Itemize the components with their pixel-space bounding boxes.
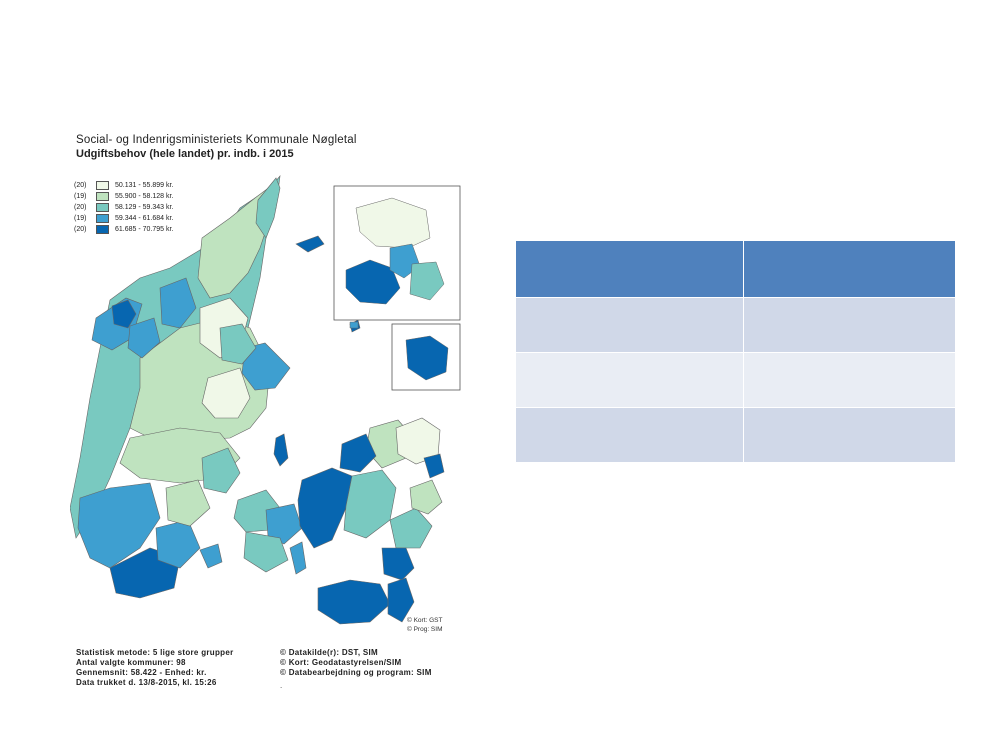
legend-swatch [96, 214, 109, 223]
region-viborg [159, 277, 197, 329]
region-samso [273, 433, 289, 467]
table-cell [743, 297, 956, 353]
region-aarhus [241, 342, 291, 391]
legend-count: (20) [74, 182, 87, 189]
legend-range: 55.900 - 58.128 kr. [115, 193, 174, 200]
table-row [515, 407, 956, 463]
legend-row-1: (20) 50.131 - 55.899 kr. [74, 180, 173, 191]
map-organization: Social- og Indenrigsministeriets Kommuna… [76, 134, 357, 146]
legend-row-4: (19) 59.344 - 61.684 kr. [74, 213, 173, 224]
map-footer-left: Statistisk metode: 5 lige store grupper … [76, 648, 234, 688]
region-kolding [165, 479, 211, 527]
legend-swatch [96, 225, 109, 234]
footer-average: Gennemsnit: 58.422 - Enhed: kr. [76, 668, 207, 677]
choropleth-map-figure: Social- og Indenrigsministeriets Kommuna… [70, 128, 462, 698]
empty-table [515, 240, 956, 463]
region-south-west [77, 482, 161, 569]
region-funen-south [243, 531, 289, 573]
footer-map-source: © Kort: Geodatastyrelsen/SIM [280, 658, 402, 667]
region-jutland-north-tip [255, 177, 281, 239]
map-footer-right: © Datakilde(r): DST, SIM © Kort: Geodata… [280, 648, 432, 678]
table-cell [515, 352, 744, 408]
region-mors [111, 299, 137, 329]
map-title: Udgiftsbehov (hele landet) pr. indb. i 2… [76, 148, 294, 160]
region-zealand-west [297, 467, 353, 549]
footer-count: Antal valgte kommuner: 98 [76, 658, 186, 667]
legend-swatch [96, 192, 109, 201]
legend-range: 59.344 - 61.684 kr. [115, 215, 174, 222]
region-als [199, 543, 223, 569]
region-mon [381, 547, 415, 581]
legend-range: 58.129 - 59.343 kr. [115, 204, 174, 211]
region-zealand-central [343, 469, 397, 539]
legend-swatch [96, 203, 109, 212]
region-anholt [295, 235, 325, 253]
map-legend: (20) 50.131 - 55.899 kr. (19) 55.900 - 5… [74, 180, 173, 235]
region-funen-odense [265, 503, 303, 545]
region-zealand-northwest [339, 433, 377, 473]
inset-bornholm [405, 335, 449, 381]
region-zealand-south [389, 507, 433, 549]
legend-range: 61.685 - 70.795 kr. [115, 226, 174, 233]
region-lolland [317, 579, 391, 625]
island-christiansoe [349, 321, 359, 329]
map-credits: © Kort: GST © Prog: SIM [407, 616, 443, 634]
denmark-map [70, 175, 461, 625]
legend-range: 50.131 - 55.899 kr. [115, 182, 174, 189]
footer-date: Data trukket d. 13/8-2015, kl. 15:26 [76, 678, 217, 687]
table-row [515, 297, 956, 353]
region-vejle-east [201, 447, 241, 494]
table-cell [515, 297, 744, 353]
region-salling [127, 317, 161, 359]
footer-dot: . [280, 681, 283, 690]
legend-row-5: (20) 61.685 - 70.795 kr. [74, 224, 173, 235]
region-copenhagen [423, 453, 445, 479]
table-header-cell [515, 240, 744, 298]
inset-west [345, 259, 401, 305]
region-djursland [219, 323, 257, 365]
program-credit: © Prog: SIM [407, 626, 443, 633]
legend-count: (20) [74, 204, 87, 211]
table-header-cell [743, 240, 956, 298]
region-aabenraa [155, 519, 201, 569]
table-cell [515, 407, 744, 463]
table-row [515, 352, 956, 408]
table-header-row [515, 240, 956, 298]
legend-count: (19) [74, 193, 87, 200]
footer-method: Statistisk metode: 5 lige store grupper [76, 648, 234, 657]
legend-row-2: (19) 55.900 - 58.128 kr. [74, 191, 173, 202]
region-falster [387, 577, 415, 623]
legend-row-3: (20) 58.129 - 59.343 kr. [74, 202, 173, 213]
inset-east [409, 261, 445, 301]
region-stevns [409, 479, 443, 515]
region-jutland-north [197, 182, 276, 299]
table-cell [743, 352, 956, 408]
legend-count: (19) [74, 215, 87, 222]
region-jutland-east [201, 367, 251, 419]
inset-north-zealand [355, 197, 431, 249]
map-credit: © Kort: GST [407, 617, 443, 624]
footer-program-source: © Databearbejdning og program: SIM [280, 668, 432, 677]
region-langeland [289, 541, 307, 575]
table-cell [743, 407, 956, 463]
legend-swatch [96, 181, 109, 190]
footer-data-source: © Datakilde(r): DST, SIM [280, 648, 378, 657]
legend-count: (20) [74, 226, 87, 233]
